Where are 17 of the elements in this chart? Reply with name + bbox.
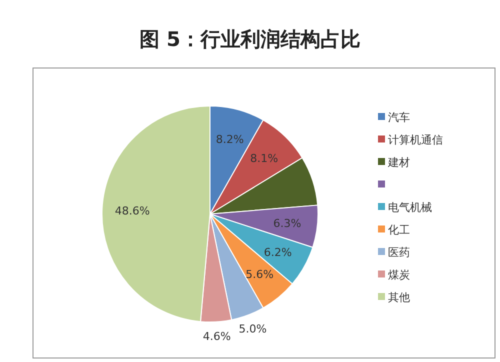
- data-label: 48.6%: [114, 204, 150, 218]
- data-label: 8.2%: [216, 132, 244, 146]
- data-label: 5.0%: [238, 322, 267, 336]
- chart-title: 图 5：行业利润结构占比: [140, 27, 360, 51]
- legend-label: 汽车: [388, 111, 410, 124]
- data-label: 6.3%: [273, 217, 302, 230]
- legend-label: 电气机械: [388, 201, 432, 214]
- data-label: 4.6%: [202, 330, 231, 343]
- data-label: 6.2%: [264, 246, 292, 259]
- data-label: 5.6%: [246, 268, 274, 281]
- legend-label: 化工: [388, 224, 410, 236]
- legend-label: 建材: [387, 156, 410, 169]
- legend-label: 其他: [388, 291, 410, 304]
- legend-label: 煤炭: [388, 268, 410, 282]
- legend-label: 医药: [388, 246, 410, 259]
- data-label: 8.1%: [250, 152, 278, 166]
- legend-label: 计算机通信: [388, 134, 443, 146]
